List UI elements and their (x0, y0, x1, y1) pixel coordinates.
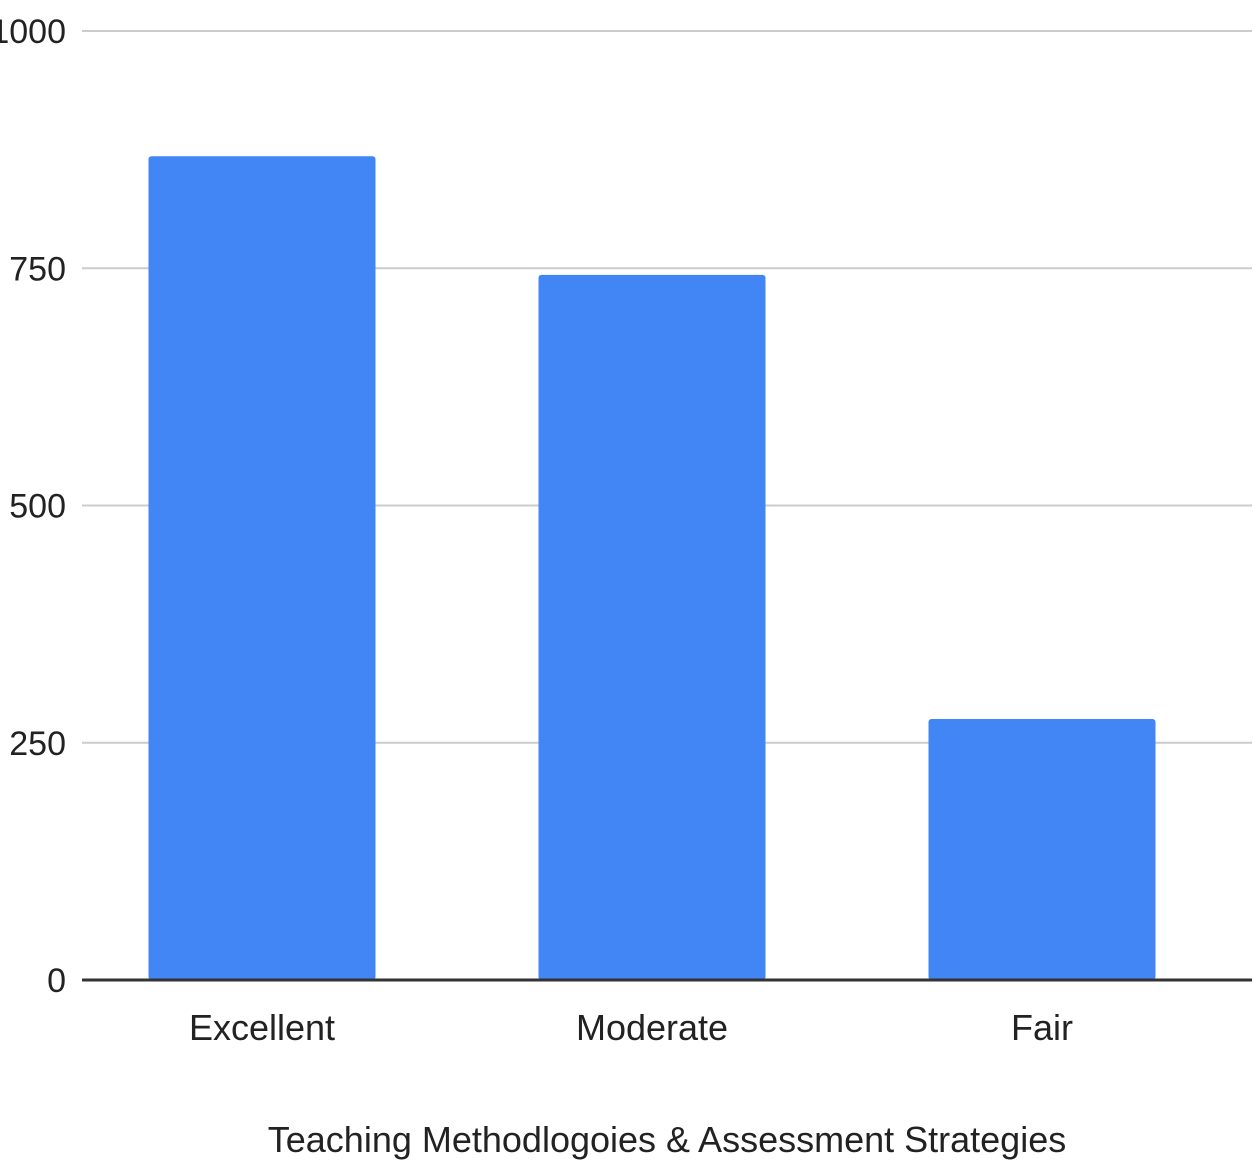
y-tick-label: 1000 (0, 13, 66, 51)
bars (148, 156, 1156, 980)
y-tick-label: 750 (9, 250, 66, 288)
y-tick-label: 250 (9, 725, 66, 763)
x-axis-title: Teaching Methodlogoies & Assessment Stra… (268, 1119, 1066, 1160)
x-tick-label: Excellent (189, 1007, 335, 1048)
labels: 0 250 500 750 1000 Excellent Moderate Fair (0, 13, 1073, 1048)
bar-excellent (148, 156, 376, 980)
y-tick-label: 0 (47, 962, 66, 1000)
y-tick-label: 500 (9, 488, 66, 526)
bar-fair (928, 719, 1156, 980)
x-tick-label: Fair (1011, 1007, 1073, 1048)
x-tick-label: Moderate (576, 1007, 728, 1048)
bar-moderate (538, 274, 766, 980)
